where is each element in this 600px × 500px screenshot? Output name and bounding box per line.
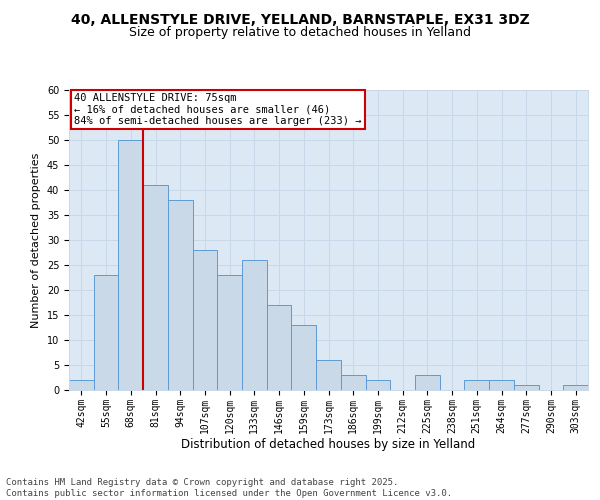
Bar (267, 305, 292, 390)
Bar (193, 250, 217, 390)
Bar (415, 375, 440, 390)
Text: Size of property relative to detached houses in Yelland: Size of property relative to detached ho… (129, 26, 471, 39)
Bar (217, 275, 242, 390)
Bar (143, 185, 168, 390)
Bar (514, 385, 539, 390)
Y-axis label: Number of detached properties: Number of detached properties (31, 152, 41, 328)
Bar (292, 325, 316, 390)
Bar (242, 260, 267, 390)
Bar (489, 380, 514, 390)
X-axis label: Distribution of detached houses by size in Yelland: Distribution of detached houses by size … (181, 438, 476, 452)
Bar (365, 380, 390, 390)
Bar (464, 380, 489, 390)
Bar (94, 275, 118, 390)
Text: 40, ALLENSTYLE DRIVE, YELLAND, BARNSTAPLE, EX31 3DZ: 40, ALLENSTYLE DRIVE, YELLAND, BARNSTAPL… (71, 12, 529, 26)
Bar (316, 360, 341, 390)
Text: 40 ALLENSTYLE DRIVE: 75sqm
← 16% of detached houses are smaller (46)
84% of semi: 40 ALLENSTYLE DRIVE: 75sqm ← 16% of deta… (74, 93, 362, 126)
Bar (118, 140, 143, 390)
Bar (563, 385, 588, 390)
Bar (69, 380, 94, 390)
Bar (168, 200, 193, 390)
Bar (341, 375, 365, 390)
Text: Contains HM Land Registry data © Crown copyright and database right 2025.
Contai: Contains HM Land Registry data © Crown c… (6, 478, 452, 498)
